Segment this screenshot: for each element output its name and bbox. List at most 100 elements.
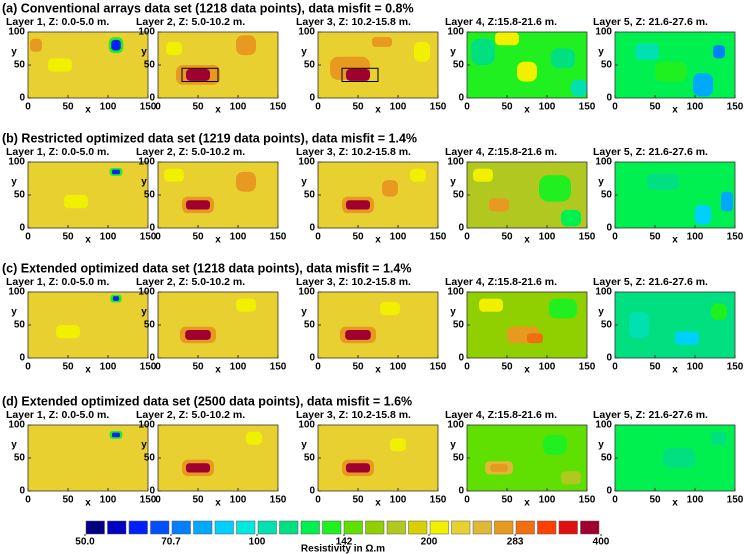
x-tick-label: 150	[430, 102, 447, 113]
anomaly	[539, 175, 571, 202]
plot-area	[467, 32, 587, 98]
x-tick-label: 0	[464, 495, 470, 506]
colorbar-swatch	[494, 520, 514, 535]
x-tick-label: 50	[192, 232, 204, 243]
x-axis-label: x	[375, 498, 381, 509]
y-tick-label: 0	[606, 353, 612, 364]
colorbar-swatch	[171, 520, 191, 535]
x-tick-label: 150	[727, 232, 744, 243]
x-tick-label: 150	[270, 102, 287, 113]
plot-area	[158, 292, 278, 358]
anomaly	[380, 301, 400, 316]
x-tick-label: 50	[62, 102, 74, 113]
anomaly	[346, 200, 370, 210]
y-axis-label: y	[11, 176, 17, 187]
x-tick-label: 150	[579, 495, 596, 506]
panel: 0 50 100 150 x 0 50 100 y	[447, 420, 595, 509]
plot-area	[318, 32, 438, 98]
y-tick-label: 100	[447, 27, 464, 38]
colorbar-swatch	[279, 520, 299, 535]
anomaly	[635, 43, 659, 61]
y-tick-label: 50	[144, 60, 156, 71]
panel: 0 50 100 150 x 0 50 100 y	[138, 157, 286, 246]
colorbar-swatch	[193, 520, 213, 535]
row-title: (c) Extended optimized data set (1218 da…	[2, 261, 411, 275]
x-tick-label: 150	[579, 102, 596, 113]
colorbar-swatch	[386, 520, 406, 535]
panel-title: Layer 5, Z: 21.6-27.6 m.	[593, 276, 708, 288]
x-axis-label: x	[215, 365, 221, 376]
x-tick-label: 0	[25, 362, 31, 373]
x-tick-label: 0	[155, 362, 161, 373]
x-axis-label: x	[524, 365, 530, 376]
x-tick-label: 100	[100, 232, 117, 243]
y-tick-label: 0	[458, 223, 464, 234]
y-tick-label: 50	[14, 60, 26, 71]
y-tick-label: 100	[8, 420, 25, 431]
x-tick-label: 100	[687, 102, 704, 113]
anomaly	[629, 311, 649, 339]
x-axis-label: x	[524, 105, 530, 116]
row-title: (a) Conventional arrays data set (1218 d…	[2, 1, 414, 15]
x-tick-label: 150	[270, 495, 287, 506]
panel: 0 50 100 150 x 0 50 100 y	[447, 27, 595, 116]
anomaly	[186, 68, 210, 81]
x-axis-label: x	[672, 498, 678, 509]
anomaly	[489, 198, 509, 212]
y-tick-label: 50	[144, 320, 156, 331]
y-axis-label: y	[598, 306, 604, 317]
anomaly	[561, 471, 581, 485]
x-tick-label: 0	[612, 232, 618, 243]
colorbar-swatch	[558, 520, 578, 535]
y-tick-label: 50	[453, 60, 465, 71]
panel: 0 50 100 150 x 0 50 100 y	[298, 27, 446, 116]
plot-area	[467, 425, 587, 491]
panel: 0 50 100 150 x 0 50 100 y	[138, 287, 286, 376]
colorbar-swatch	[537, 520, 557, 535]
x-tick-label: 100	[687, 362, 704, 373]
panel-title: Layer 3, Z: 10.2-15.8 m.	[296, 16, 411, 28]
anomaly	[64, 195, 88, 209]
anomaly	[346, 463, 370, 473]
x-axis-label: x	[215, 235, 221, 246]
panel: 0 50 100 150 x 0 50 100 y	[595, 27, 743, 116]
anomaly	[495, 32, 519, 46]
plot-area	[615, 292, 735, 358]
y-tick-label: 100	[447, 157, 464, 168]
panel-title: Layer 1, Z: 0.0-5.0 m.	[6, 16, 109, 28]
y-tick-label: 100	[8, 27, 25, 38]
plot-area	[158, 162, 278, 228]
y-tick-label: 0	[309, 93, 315, 104]
anomaly	[372, 36, 392, 47]
colorbar-swatch	[128, 520, 148, 535]
colorbar-swatch	[257, 520, 277, 535]
plot-area	[318, 162, 438, 228]
y-tick-label: 50	[453, 453, 465, 464]
y-tick-label: 100	[447, 420, 464, 431]
colorbar-swatch	[300, 520, 320, 535]
panel-title: Layer 2, Z: 5.0-10.2 m.	[136, 409, 245, 421]
y-tick-label: 50	[14, 320, 26, 331]
anomaly	[549, 298, 577, 319]
x-axis-label: x	[672, 365, 678, 376]
y-tick-label: 100	[595, 157, 612, 168]
x-tick-label: 150	[579, 362, 596, 373]
y-tick-label: 0	[19, 486, 25, 497]
anomaly	[345, 329, 371, 340]
y-tick-label: 100	[595, 420, 612, 431]
plot-area	[615, 162, 735, 228]
panel-title: Layer 1, Z: 0.0-5.0 m.	[6, 276, 109, 288]
x-tick-label: 50	[352, 102, 364, 113]
x-tick-label: 0	[25, 232, 31, 243]
colorbar-tick-label: 142	[336, 537, 353, 548]
colorbar-tick-label: 70.7	[161, 537, 181, 548]
x-tick-label: 50	[62, 495, 74, 506]
panel: 0 50 100 150 x 0 50 100 y	[8, 27, 156, 116]
anomaly	[695, 204, 711, 225]
anomaly	[663, 448, 695, 468]
y-axis-label: y	[598, 176, 604, 187]
panel: 0 50 100 150 x 0 50 100 y	[447, 157, 595, 246]
plot-area	[318, 425, 438, 491]
y-axis-label: y	[11, 439, 17, 450]
colorbar-swatch	[451, 520, 471, 535]
